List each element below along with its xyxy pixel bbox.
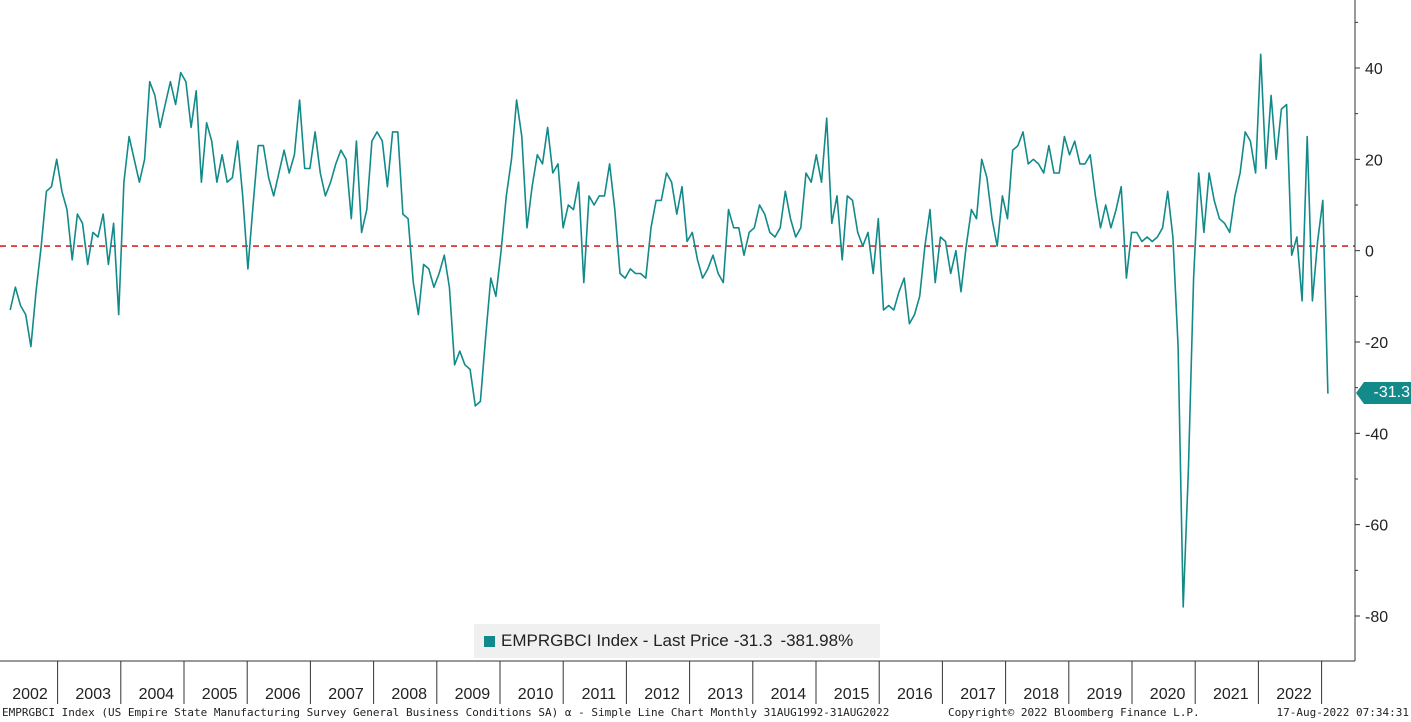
legend-swatch (484, 635, 495, 647)
footer-timestamp: 17-Aug-2022 07:34:31 (1276, 706, 1409, 719)
x-tick-label: 2015 (834, 686, 870, 703)
x-tick-label: 2020 (1150, 686, 1186, 703)
y-tick-label: 0 (1365, 244, 1374, 261)
x-tick-label: 2016 (897, 686, 933, 703)
x-tick-label: 2022 (1276, 686, 1312, 703)
x-tick-label: 2012 (644, 686, 680, 703)
x-tick-label: 2009 (455, 686, 491, 703)
x-tick-label: 2002 (12, 686, 48, 703)
series-line-emprgbci (9, 53, 1329, 608)
y-tick-label: -40 (1365, 426, 1388, 443)
x-tick-label: 2018 (1023, 686, 1059, 703)
x-tick-label: 2003 (75, 686, 111, 703)
y-axis-ticks: 40 20 0 -20 -40 -60 -80 (1355, 21, 1388, 626)
legend-pct-change: -381.98% (780, 631, 854, 650)
x-tick-label: 2014 (771, 686, 807, 703)
legend: EMPRGBCI Index - Last Price -31.3 -381.9… (474, 624, 880, 658)
x-tick-label: 2021 (1213, 686, 1249, 703)
legend-last-value: -31.3 (733, 631, 773, 650)
y-tick-label: 40 (1365, 61, 1383, 78)
x-tick-label: 2004 (139, 686, 175, 703)
y-tick-label: -20 (1365, 335, 1388, 352)
footer-description: EMPRGBCI Index (US Empire State Manufact… (2, 706, 890, 719)
y-tick-label: -60 (1365, 518, 1388, 535)
x-tick-label: 2008 (391, 686, 427, 703)
last-value-tag: -31.3 (1356, 382, 1411, 404)
y-tick-label: 20 (1365, 152, 1383, 169)
axes (0, 0, 1356, 662)
last-value-tag-text: -31.3 (1373, 384, 1410, 401)
x-tick-label: 2007 (328, 686, 364, 703)
x-tick-label: 2005 (202, 686, 238, 703)
x-tick-label: 2017 (960, 686, 996, 703)
footer-copyright: Copyright© 2022 Bloomberg Finance L.P. (948, 706, 1200, 719)
y-tick-label: -80 (1365, 609, 1388, 626)
legend-series-label: EMPRGBCI Index - Last Price (501, 631, 729, 650)
x-tick-label: 2011 (582, 686, 617, 703)
x-tick-label: 2006 (265, 686, 301, 703)
x-tick-label: 2019 (1087, 686, 1123, 703)
x-axis-ticks: 2002 2003 2004 2005 2006 2007 2008 2009 2010 2011… (12, 661, 1323, 704)
x-tick-label: 2010 (518, 686, 554, 703)
x-tick-label: 2013 (707, 686, 743, 703)
